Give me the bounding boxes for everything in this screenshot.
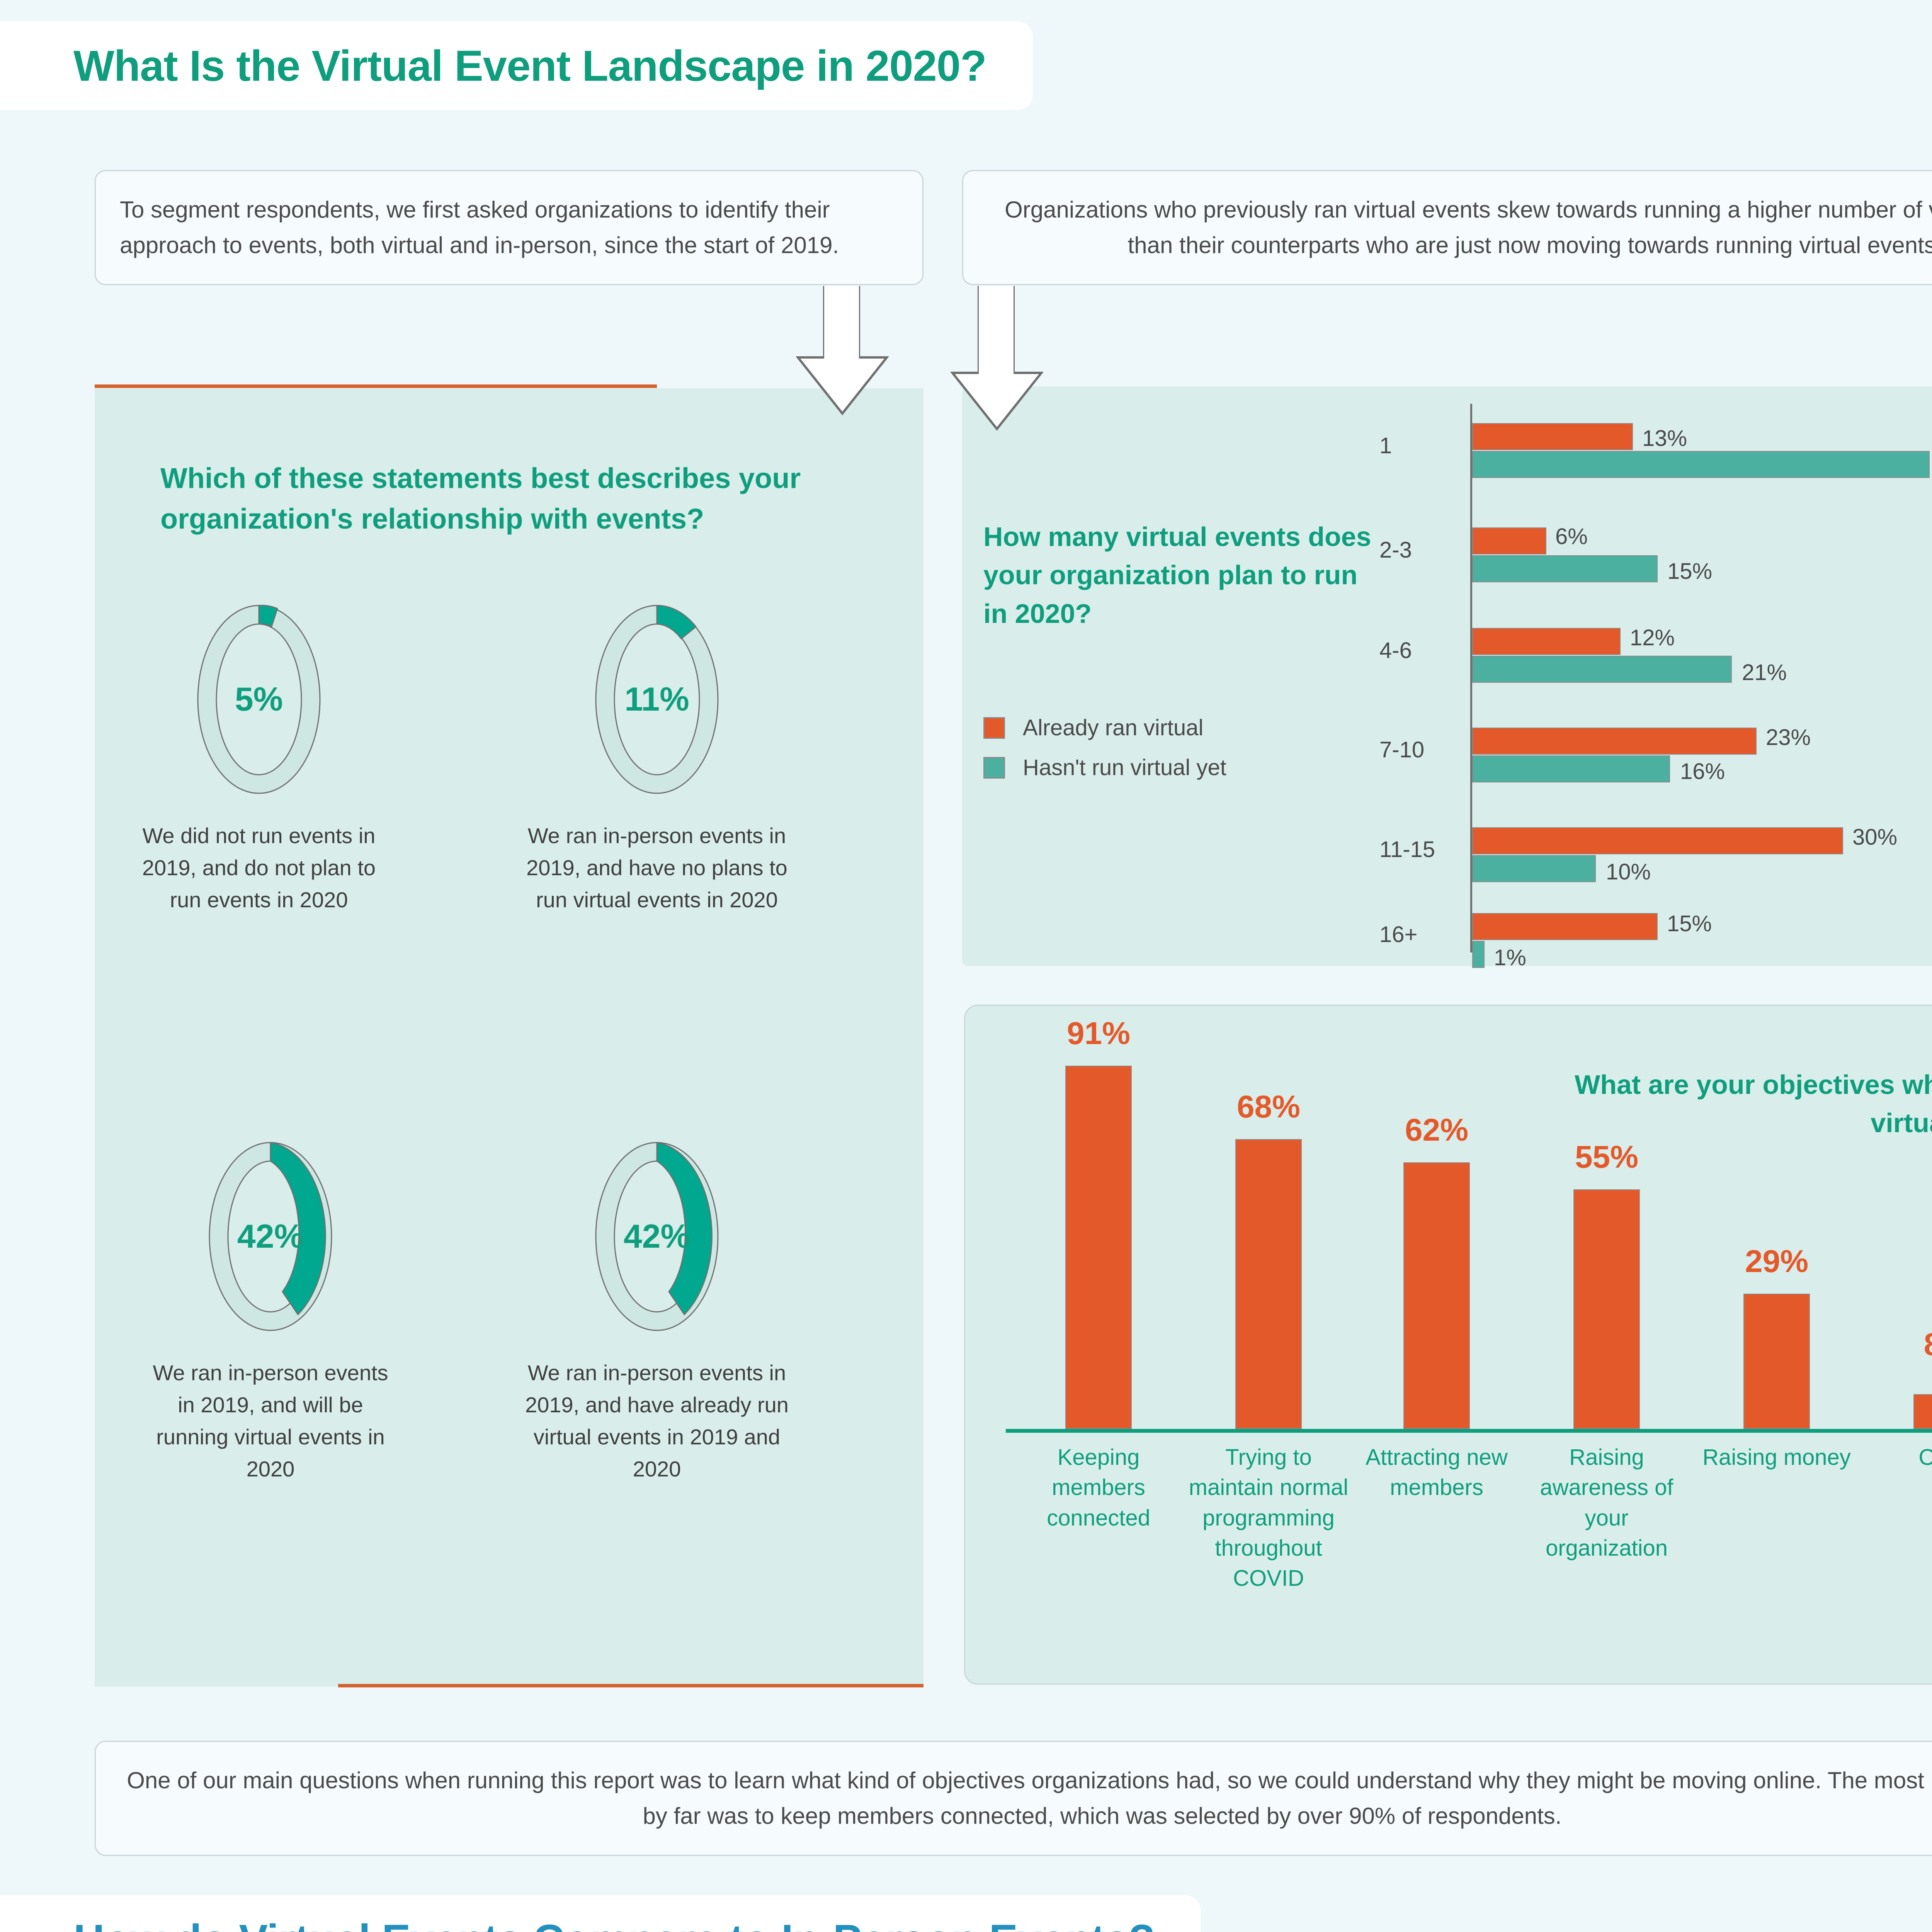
column-chart-baseline bbox=[1006, 1429, 1932, 1433]
note-objectives-summary: One of our main questions when running t… bbox=[95, 1741, 1932, 1856]
column-category-5: Other bbox=[1918, 1445, 1932, 1470]
donut-caption-0: We did not run events in 2019, and do no… bbox=[142, 823, 376, 912]
donut-value-1: 11% bbox=[624, 680, 689, 718]
section-two-title: How do Virtual Events Compare to In-Pers… bbox=[73, 1915, 1155, 1932]
note-previously-ran-virtual: Organizations who previously ran virtual… bbox=[962, 170, 1932, 285]
hbar-chart-question: How many virtual events does your organi… bbox=[983, 522, 1371, 629]
hbar-label-3-teal: 16% bbox=[1680, 759, 1725, 784]
donut-chart-3: 42% bbox=[593, 1140, 721, 1333]
donut-caption-3: We ran in-person events in 2019, and hav… bbox=[525, 1361, 789, 1481]
hbar-label-5-orange: 15% bbox=[1667, 911, 1712, 936]
left-panel-top-rule bbox=[95, 384, 657, 388]
hbar-bar-0-orange bbox=[1472, 423, 1633, 450]
hbar-label-1-teal: 15% bbox=[1667, 559, 1713, 584]
section-header-one: What Is the Virtual Event Landscape in 2… bbox=[0, 21, 1033, 110]
column-value-5: 8% bbox=[1924, 1327, 1932, 1363]
column-chart-question: What are your objectives when running vi… bbox=[1575, 1070, 1932, 1138]
objectives-card: What are your objectives when running vi… bbox=[964, 1005, 1932, 1685]
column-slot-0: 91% Keeping members connected bbox=[1015, 1006, 1182, 1624]
hbar-bar-1-teal bbox=[1472, 555, 1658, 582]
hbar-category-4: 11-15 bbox=[1379, 837, 1435, 862]
column-category-3: Raising awareness of your organization bbox=[1540, 1445, 1673, 1561]
column-slot-1: 68% Trying to maintain normal programmin… bbox=[1185, 1006, 1352, 1624]
hbar-category-2: 4-6 bbox=[1379, 638, 1412, 663]
column-value-0: 91% bbox=[1066, 1016, 1131, 1051]
donut-panel bbox=[95, 388, 923, 1687]
donut-item-2: 42% We ran in-person events in 2019, and… bbox=[147, 1140, 394, 1485]
column-bar-4 bbox=[1743, 1294, 1810, 1429]
legend-label-1: Hasn't run virtual yet bbox=[1023, 755, 1226, 780]
column-bar-1 bbox=[1235, 1139, 1302, 1429]
hbar-label-2-teal: 21% bbox=[1742, 660, 1787, 685]
legend-item-0: Already ran virtual bbox=[983, 715, 1226, 741]
column-bar-5 bbox=[1913, 1394, 1932, 1429]
section-header-two: How do Virtual Events Compare to In-Pers… bbox=[0, 1895, 1201, 1932]
donut-value-3: 42% bbox=[623, 1218, 690, 1255]
donut-value-2: 42% bbox=[237, 1218, 304, 1255]
left-panel-bottom-rule bbox=[338, 1684, 923, 1687]
column-value-1: 68% bbox=[1236, 1089, 1301, 1124]
column-value-3: 55% bbox=[1575, 1139, 1639, 1175]
donut-panel-question: Which of these statements best describes… bbox=[160, 462, 801, 535]
column-bar-3 bbox=[1573, 1189, 1640, 1429]
column-category-2: Attracting new members bbox=[1366, 1445, 1508, 1500]
column-bar-0 bbox=[1065, 1066, 1132, 1429]
hbar-axis bbox=[1470, 404, 1472, 952]
donut-caption-1: We ran in-person events in 2019, and hav… bbox=[526, 823, 787, 912]
hbar-bar-4-teal bbox=[1472, 855, 1596, 882]
hbar-label-3-orange: 23% bbox=[1766, 725, 1811, 750]
hbar-bar-5-orange bbox=[1472, 913, 1658, 940]
hbar-bar-3-teal bbox=[1472, 755, 1670, 782]
hbar-label-1-orange: 6% bbox=[1555, 524, 1588, 549]
hbar-label-5-teal: 1% bbox=[1494, 945, 1526, 970]
hbar-label-4-orange: 30% bbox=[1852, 825, 1898, 850]
hbar-bar-2-orange bbox=[1472, 628, 1621, 655]
donut-value-0: 5% bbox=[235, 680, 283, 718]
legend-item-1: Hasn't run virtual yet bbox=[983, 755, 1226, 781]
hbar-label-2-orange: 12% bbox=[1630, 625, 1675, 650]
donut-item-1: 11% We ran in-person events in 2019, and… bbox=[522, 603, 792, 916]
virtual-events-count-card bbox=[962, 386, 1932, 966]
note-segment-respondents: To segment respondents, we first asked o… bbox=[95, 170, 923, 285]
hbar-label-4-teal: 10% bbox=[1606, 859, 1651, 884]
hbar-bar-1-orange bbox=[1472, 527, 1546, 554]
hbar-bar-0-teal bbox=[1472, 451, 1930, 478]
column-slot-2: 62% Attracting new members bbox=[1354, 1006, 1520, 1624]
donut-item-3: 42% We ran in-person events in 2019, and… bbox=[518, 1140, 796, 1485]
column-category-0: Keeping members connected bbox=[1047, 1445, 1150, 1531]
column-slot-5: 8% Other bbox=[1864, 1006, 1932, 1624]
hbar-bar-3-orange bbox=[1472, 728, 1757, 755]
column-category-1: Trying to maintain normal programming th… bbox=[1189, 1445, 1349, 1591]
hbar-plot: 1 13% 37% 2-3 6% 15% 4-6 12% 21% 7-10 23… bbox=[1379, 404, 1932, 970]
donut-item-0: 5% We did not run events in 2019, and do… bbox=[139, 603, 379, 916]
donut-chart-1: 11% bbox=[593, 603, 721, 796]
hbar-bar-5-teal bbox=[1472, 941, 1485, 968]
column-slot-4: 29% Raising money bbox=[1694, 1006, 1860, 1624]
column-value-4: 29% bbox=[1745, 1244, 1809, 1279]
hbar-bar-4-orange bbox=[1472, 827, 1843, 854]
section-one-title: What Is the Virtual Event Landscape in 2… bbox=[73, 41, 987, 90]
hbar-category-1: 2-3 bbox=[1379, 537, 1412, 563]
hbar-label-0-orange: 13% bbox=[1642, 426, 1687, 451]
column-category-4: Raising money bbox=[1702, 1445, 1851, 1470]
legend-label-0: Already ran virtual bbox=[1023, 715, 1204, 740]
donut-chart-0: 5% bbox=[195, 603, 323, 796]
hbar-category-0: 1 bbox=[1379, 433, 1392, 458]
hbar-category-3: 7-10 bbox=[1379, 737, 1425, 762]
donut-chart-2: 42% bbox=[207, 1140, 334, 1333]
hbar-bar-2-teal bbox=[1472, 656, 1732, 683]
column-bar-2 bbox=[1403, 1162, 1470, 1429]
legend-swatch-teal bbox=[983, 757, 1005, 779]
donut-caption-2: We ran in-person events in 2019, and wil… bbox=[153, 1361, 388, 1481]
legend-swatch-orange bbox=[983, 717, 1005, 739]
hbar-legend: Already ran virtual Hasn't run virtual y… bbox=[983, 715, 1226, 794]
column-slot-3: 55% Raising awareness of your organizati… bbox=[1524, 1006, 1690, 1624]
column-value-2: 62% bbox=[1405, 1112, 1469, 1148]
hbar-category-5: 16+ bbox=[1379, 922, 1418, 947]
